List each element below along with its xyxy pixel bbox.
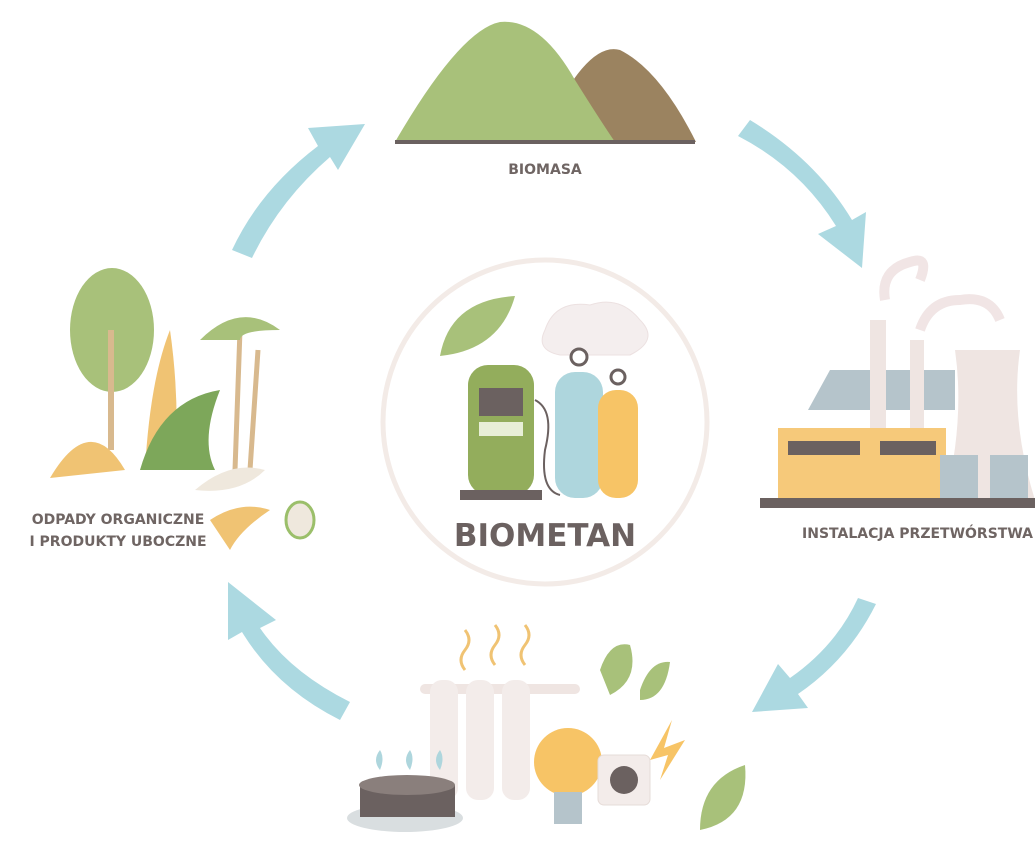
page: {"center": {"label": "BIOMETAN"}, "nodes…: [0, 0, 1035, 865]
waste-illustration: [50, 268, 314, 550]
center-label: BIOMETAN: [454, 518, 636, 554]
biomass-illustration: [395, 22, 696, 144]
node-label: INSTALACJA PRZETWÓRSTWA: [802, 524, 1033, 542]
node-label: I PRODUKTY UBOCZNE: [29, 534, 206, 550]
arrow-bottom-right: [752, 598, 876, 712]
biomethan-illustration: [440, 296, 648, 500]
arrow-top-right: [738, 120, 866, 268]
arrow-bottom-left: [228, 582, 350, 720]
node-label: ODPADY ORGANICZNE: [32, 512, 205, 528]
node-label: BIOMASA: [508, 162, 582, 178]
energy-illustration: [347, 625, 745, 832]
factory-illustration: [760, 260, 1035, 508]
cycle-diagram: BIOMETAN BIOMASA INSTALACJA PRZETWÓRSTWA…: [0, 0, 1035, 865]
arrow-top-left: [232, 124, 365, 258]
arrows: [228, 120, 876, 720]
